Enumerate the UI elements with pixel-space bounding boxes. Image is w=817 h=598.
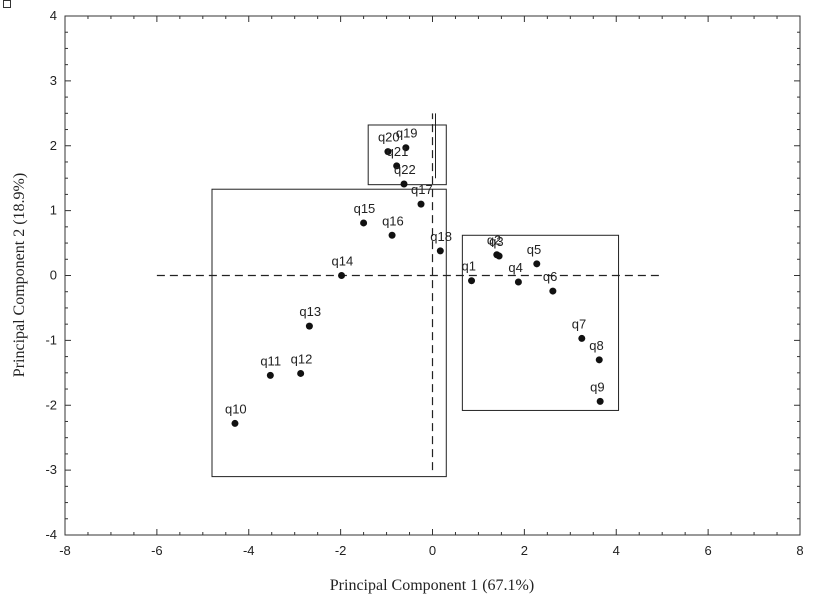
data-point-label: q4 [508, 260, 522, 275]
data-point [533, 260, 541, 268]
data-point [468, 277, 476, 285]
data-point [400, 180, 408, 188]
cluster-box [461, 234, 620, 411]
data-point [231, 419, 239, 427]
x-tick-label: 4 [613, 543, 620, 558]
x-tick-label: 8 [796, 543, 803, 558]
data-point-label: q12 [291, 351, 313, 366]
corner-square-icon [3, 0, 11, 8]
cluster-box [211, 188, 447, 478]
data-point-label: q6 [543, 269, 557, 284]
data-point-label: q17 [411, 182, 433, 197]
y-tick-label: 1 [50, 203, 57, 218]
data-point-label: q9 [590, 379, 604, 394]
data-point [495, 252, 503, 260]
y-tick-label: 3 [50, 73, 57, 88]
data-point-label: q21 [387, 144, 409, 159]
y-tick-label: 4 [50, 8, 57, 23]
data-point-label: q10 [225, 401, 247, 416]
data-point-label: q18 [430, 229, 452, 244]
cluster-boxes [211, 124, 620, 478]
data-point-label: q14 [332, 254, 354, 269]
x-tick-label: 0 [429, 543, 436, 558]
data-point-label: q22 [394, 162, 416, 177]
y-tick-label: -4 [45, 527, 57, 542]
reference-lines [156, 113, 663, 471]
data-point [549, 287, 557, 295]
data-point-label: q5 [527, 242, 541, 257]
data-point-label: q8 [589, 338, 603, 353]
x-axis-ticks: -8 -6 -4 -2 0 2 4 6 8 [59, 16, 804, 558]
data-point [514, 278, 522, 286]
data-point-label: q11 [260, 353, 281, 368]
data-point [596, 397, 604, 405]
data-point [305, 322, 313, 330]
y-tick-label: -3 [45, 462, 57, 477]
data-point-label: q19 [396, 126, 418, 141]
data-point [266, 371, 274, 379]
x-tick-label: -4 [243, 543, 255, 558]
y-tick-label: 0 [50, 268, 57, 283]
y-tick-label: -1 [45, 332, 57, 347]
data-point-label: q2 [487, 233, 501, 248]
data-point [402, 144, 410, 152]
data-point [388, 231, 396, 239]
y-tick-label: -2 [45, 397, 57, 412]
data-point [578, 334, 586, 342]
y-axis-ticks: -4 -3 -2 -1 0 1 2 3 4 [45, 8, 800, 542]
x-axis-title: Principal Component 1 (67.1%) [330, 577, 534, 594]
x-tick-label: -6 [151, 543, 163, 558]
data-point [384, 148, 392, 156]
x-tick-label: 2 [521, 543, 528, 558]
data-point-label: q20 [378, 130, 400, 145]
data-point-label: q16 [382, 213, 404, 228]
x-tick-label: -8 [59, 543, 71, 558]
data-point [338, 272, 346, 279]
data-point [297, 369, 305, 377]
y-tick-label: 2 [50, 138, 57, 153]
data-point [417, 200, 425, 208]
data-point [393, 162, 401, 170]
x-tick-label: -2 [335, 543, 347, 558]
data-point-label: q3 [489, 234, 503, 249]
x-tick-label: 6 [705, 543, 712, 558]
data-point-label: q15 [354, 201, 376, 216]
data-point [436, 247, 444, 255]
data-point [595, 356, 603, 364]
data-point-label: q7 [572, 316, 586, 331]
y-axis-title: Principal Component 2 (18.9%) [11, 173, 28, 377]
data-point-label: q1 [462, 259, 476, 274]
data-point-label: q13 [299, 304, 321, 319]
data-point [360, 219, 368, 227]
